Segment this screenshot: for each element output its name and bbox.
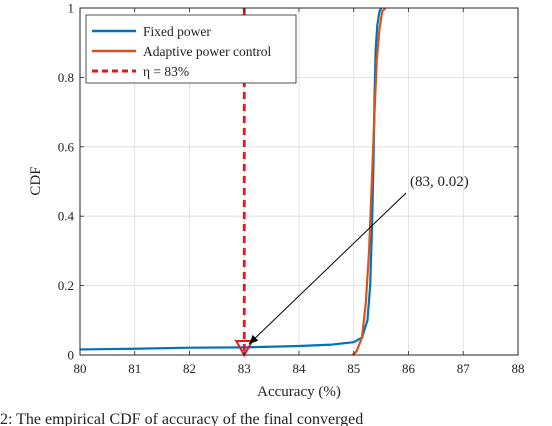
series-line-fixed-power (80, 8, 383, 351)
y-tick-label: 0.6 (58, 139, 75, 154)
caption-fragment: 2: The empirical CDF of accuracy of the … (0, 411, 363, 426)
y-tick-label: 0.2 (58, 278, 74, 293)
threshold-layer (234, 8, 254, 358)
legend: Fixed power Adaptive power control η = 8… (85, 14, 297, 84)
x-tick-label: 85 (347, 361, 360, 376)
x-tick-label: 87 (457, 361, 471, 376)
y-axis-label: CDF (28, 166, 44, 195)
legend-label-fixed-power: Fixed power (143, 24, 211, 39)
threshold-marker (234, 340, 254, 358)
ticks: 80 81 82 83 84 85 86 87 88 0 0.2 0.4 0.6 0.8 1 (58, 1, 525, 377)
series-layer (80, 8, 387, 355)
x-tick-label: 88 (512, 361, 525, 376)
x-tick-label: 84 (293, 361, 307, 376)
x-tick-label: 86 (402, 361, 416, 376)
annotation: (83, 0.02) (248, 174, 469, 345)
legend-label-threshold: η = 83% (143, 64, 189, 79)
x-tick-label: 80 (74, 361, 87, 376)
x-tick-label: 81 (128, 361, 141, 376)
y-tick-label: 0.8 (58, 70, 74, 85)
x-tick-label: 83 (238, 361, 251, 376)
annotation-label: (83, 0.02) (410, 174, 469, 190)
y-tick-label: 0.4 (58, 209, 75, 224)
x-axis-label: Accuracy (%) (257, 384, 341, 400)
legend-label-adaptive-power-control: Adaptive power control (143, 44, 271, 59)
x-tick-label: 82 (183, 361, 196, 376)
series-line-adaptive-power-control (351, 8, 387, 355)
y-tick-label: 1 (68, 1, 75, 16)
y-tick-label: 0 (68, 348, 75, 363)
annotation-arrow (248, 192, 407, 345)
legend-box (85, 14, 297, 84)
